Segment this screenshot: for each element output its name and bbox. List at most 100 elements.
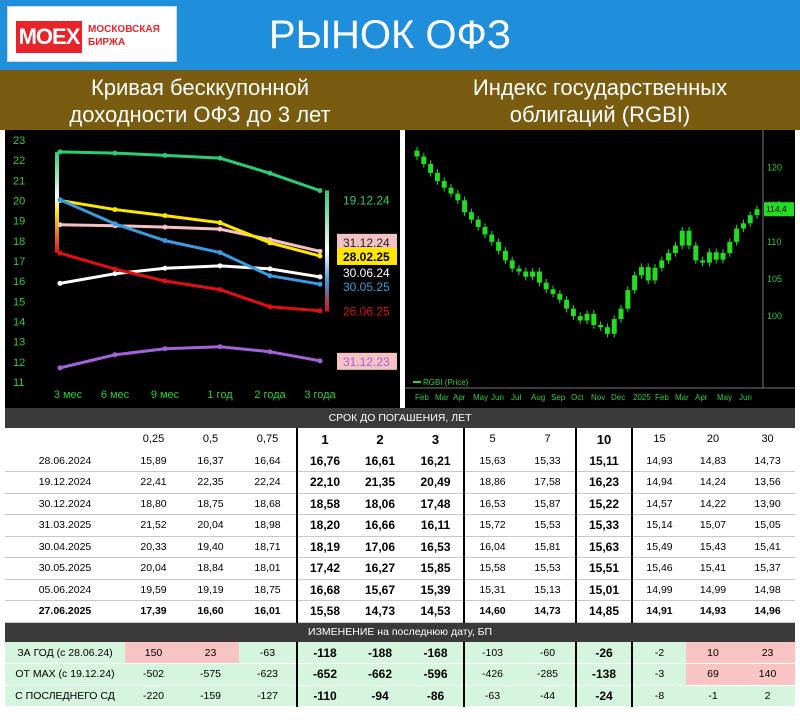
series-point [162, 152, 168, 158]
change-cell: 140 [740, 663, 796, 686]
change-label: ОТ MAX (с 19.12.24) [5, 663, 125, 686]
term-header: 0,25 [125, 428, 182, 450]
change-cell: -103 [464, 642, 520, 664]
yield-cell: 18,71 [239, 536, 297, 558]
change-cell: 23 [740, 642, 796, 664]
candle-body [652, 267, 658, 281]
yield-cell: 14,60 [464, 600, 520, 623]
row-date: 30.12.2024 [5, 493, 125, 515]
x-tick-label: Feb [415, 393, 429, 402]
legend-label: 31.12.23 [343, 355, 390, 369]
yield-cell: 15,46 [632, 557, 686, 580]
yield-cell: 15,49 [632, 536, 686, 558]
series-point [267, 273, 273, 279]
candle-body [536, 271, 542, 283]
series-line [59, 150, 321, 193]
legend-label: RGBI (Price) [423, 378, 469, 387]
series-point [217, 344, 223, 350]
table-row: 30.12.2024 18,80 18,75 18,68 18,58 18,06 17,48… [5, 493, 796, 515]
x-tick-label: May [717, 393, 732, 402]
yield-cell: 22,24 [239, 471, 297, 494]
candle-body [734, 228, 740, 242]
yield-cell: 16,11 [408, 514, 465, 537]
change-cell: -623 [239, 663, 297, 686]
series-point [317, 188, 323, 194]
change-cell: -3 [632, 663, 686, 686]
candle-body [570, 308, 576, 317]
candle-body [693, 245, 699, 261]
yield-cell: 15,51 [575, 557, 633, 580]
series-point [162, 346, 168, 352]
x-tick-label: Nov [591, 393, 605, 402]
term-header: 15 [632, 428, 686, 450]
series-line [59, 345, 321, 370]
y-tick-label: 16 [13, 276, 25, 288]
series-point [112, 207, 118, 213]
legend-label: 28.02.25 [343, 250, 390, 264]
moex-logo: MOEX МОСКОВСКАЯ БИРЖА [7, 6, 177, 62]
series-point [217, 263, 223, 269]
yield-cell: 21,35 [352, 471, 408, 494]
y-tick-label: 18 [13, 236, 25, 248]
legend-box [337, 233, 397, 251]
candle-body [502, 250, 508, 261]
series-point [217, 220, 223, 226]
series-point [217, 287, 223, 293]
yield-cell: 16,76 [296, 450, 352, 472]
series-point [317, 248, 323, 254]
change-cell: -1 [686, 685, 740, 707]
x-tick-label: 2025 [633, 393, 651, 402]
candle-body [475, 219, 481, 228]
candle-body [441, 181, 447, 188]
page-title: РЫНОК ОФЗ [268, 13, 512, 57]
candle-body [713, 252, 719, 260]
yield-cell: 15,31 [464, 579, 520, 601]
change-cell: -60 [520, 642, 576, 664]
yield-cell: 15,87 [520, 493, 576, 515]
table-header-row: 0,25 0,5 0,75 1 2 3 5 7 10 15 20 30 [5, 428, 796, 450]
candle-body [618, 308, 624, 320]
candle-body [625, 290, 631, 309]
term-header: 1 [296, 428, 352, 450]
yield-cell: 20,04 [125, 557, 182, 580]
rgbi-chart: 100105110115120114,4FebMarAprMayJunJulAu… [405, 130, 795, 402]
change-cell: -118 [296, 642, 352, 664]
term-header: 0,75 [239, 428, 297, 450]
change-cell: -662 [352, 663, 408, 686]
series-point [317, 358, 323, 364]
yield-cell: 15,14 [632, 514, 686, 537]
yield-cell: 16,61 [352, 450, 408, 472]
change-cell: 23 [182, 642, 239, 664]
series-point [57, 197, 63, 203]
table-row: 28.06.2024 15,89 16,37 16,64 16,76 16,61 16,21… [5, 450, 796, 472]
term-header: 10 [575, 428, 633, 450]
yield-cell: 15,13 [520, 579, 576, 601]
yield-cell: 14,91 [632, 600, 686, 623]
candle-body [611, 319, 617, 334]
x-tick-label: Mar [675, 393, 689, 402]
series-point [317, 308, 323, 314]
yield-cell: 18,06 [352, 493, 408, 515]
yield-cell: 14,73 [352, 600, 408, 623]
candle-body [686, 230, 692, 246]
right-title-line-2: облигаций (RGBI) [509, 102, 691, 127]
row-date: 19.12.2024 [5, 471, 125, 494]
series-point [112, 352, 118, 358]
row-date: 27.06.2025 [5, 600, 125, 623]
change-label: ЗА ГОД (с 28.06.24) [5, 642, 125, 664]
candle-body [584, 313, 590, 321]
table-row: 05.06.2024 19,59 19,19 18,75 16,68 15,67 15,39… [5, 579, 796, 601]
yield-cell: 16,04 [464, 536, 520, 558]
yield-cell: 18,98 [239, 514, 297, 537]
y-tick-label: 110 [767, 237, 781, 247]
left-title-line-1: Кривая бесккупонной [90, 75, 310, 100]
candle-body [421, 156, 427, 164]
term-header: 7 [520, 428, 576, 450]
change-label: С ПОСЛЕДНЕГО СД [5, 685, 125, 707]
series-point [267, 170, 273, 176]
yield-cell: 14,99 [632, 579, 686, 601]
y-tick-label: 17 [13, 256, 25, 268]
yield-cell: 14,99 [686, 579, 740, 601]
yield-curve-panel: 11 12 13 14 15 16 17 18 19 20 21 22 23 3 мес 6 мес 9 ме… [5, 130, 400, 408]
series-line [59, 223, 321, 253]
